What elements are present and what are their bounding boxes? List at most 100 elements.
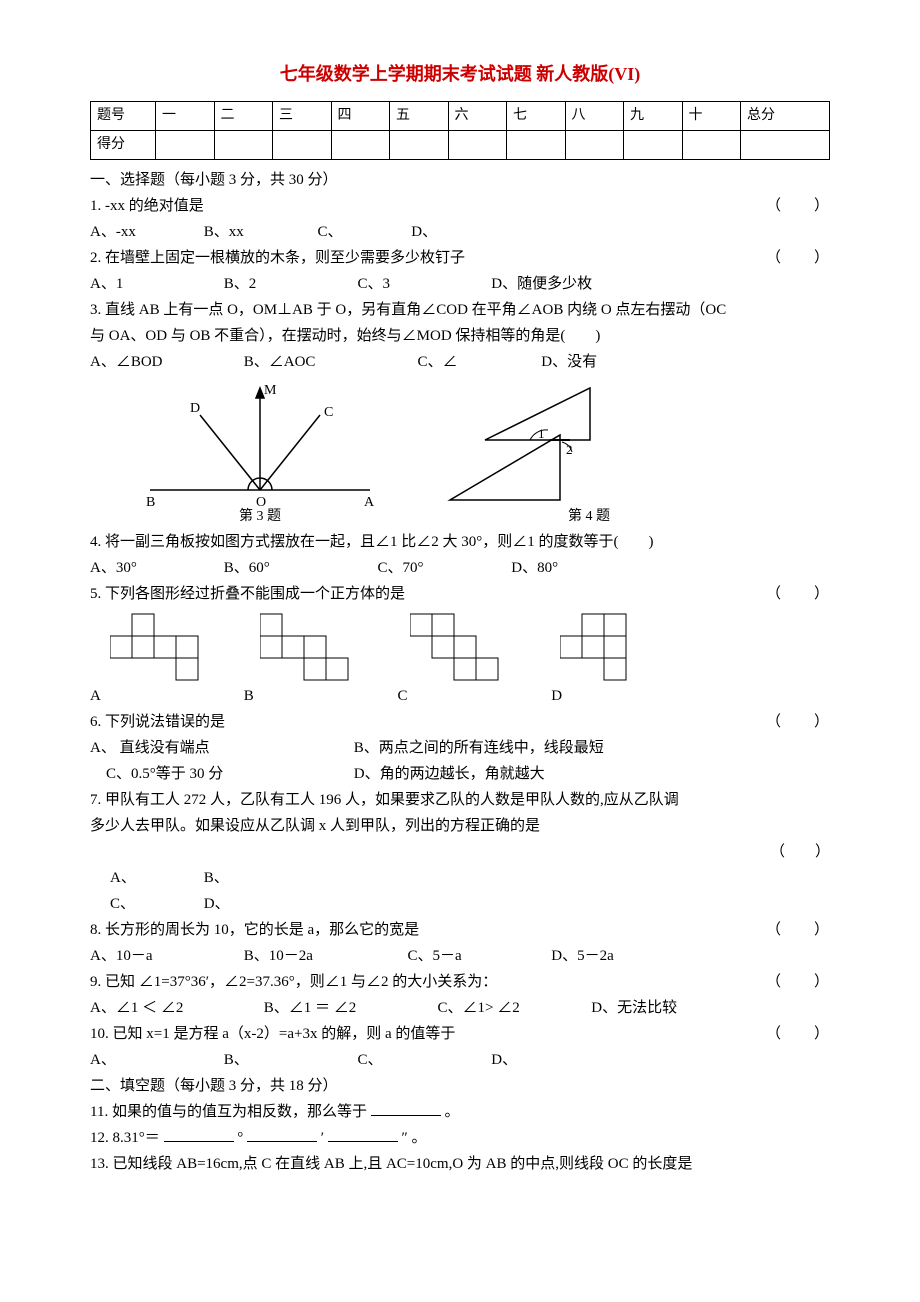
- q7-paren: （ ）: [90, 840, 830, 864]
- q2-opt-b: B、2: [224, 272, 354, 296]
- q9-opt-a: A、∠1 ＜ ∠2: [90, 996, 260, 1020]
- score-head-8: 八: [565, 101, 624, 130]
- q5-label-a: A: [90, 684, 240, 708]
- q10-opt-c: C、: [358, 1048, 488, 1072]
- q7-options-1: A、 B、: [90, 866, 830, 890]
- q7-opt-b: B、: [204, 866, 229, 890]
- score-head-3: 三: [273, 101, 332, 130]
- q7-line2: 多少人去甲队。如果设应从乙队调 x 人到甲队，列出的方程正确的是: [90, 814, 830, 838]
- q4-opt-c: C、70°: [378, 556, 508, 580]
- q3-opt-c: C、∠: [418, 350, 538, 374]
- q10-options: A、 B、 C、 D、: [90, 1048, 830, 1072]
- q2-paren: （ ）: [766, 246, 830, 270]
- q6-text: 6. 下列说法错误的是: [90, 714, 225, 730]
- score-head-5: 五: [390, 101, 449, 130]
- score-head-2: 二: [214, 101, 273, 130]
- q1-paren: （ ）: [766, 194, 830, 218]
- q4: 4. 将一副三角板按如图方式摆放在一起，且∠1 比∠2 大 30°，则∠1 的度…: [90, 530, 830, 554]
- q5-labels: A B C D: [90, 684, 830, 708]
- q9-paren: （ ）: [766, 970, 830, 994]
- score-head-7: 七: [507, 101, 566, 130]
- q12-blank-sec: [328, 1126, 398, 1142]
- q3-opt-a: A、∠BOD: [90, 350, 240, 374]
- q11: 11. 如果的值与的值互为相反数，那么等于 。: [90, 1100, 830, 1124]
- q1-opt-a: A、-xx: [90, 220, 200, 244]
- q10-paren: （ ）: [766, 1022, 830, 1046]
- q10-opt-a: A、: [90, 1048, 220, 1072]
- score-cell: [214, 130, 273, 159]
- q8-text: 8. 长方形的周长为 10，它的长是 a，那么它的宽是: [90, 922, 419, 938]
- angle-diagram-icon: M D C B O A: [130, 380, 390, 510]
- score-head-4: 四: [331, 101, 390, 130]
- q7-options-2: C、 D、: [90, 892, 830, 916]
- q10-opt-b: B、: [224, 1048, 354, 1072]
- q2-opt-a: A、1: [90, 272, 220, 296]
- score-cell: [507, 130, 566, 159]
- q9-text: 9. 已知 ∠1=37°36′，∠2=37.36°，则∠1 与∠2 的大小关系为…: [90, 974, 497, 990]
- score-head-6: 六: [448, 101, 507, 130]
- q5-text: 5. 下列各图形经过折叠不能围成一个正方体的是: [90, 586, 405, 602]
- score-head-1: 一: [156, 101, 215, 130]
- q8-opt-c: C、5－a: [408, 944, 548, 968]
- q6-row1: A、 直线没有端点 B、两点之间的所有连线中，线段最短: [90, 736, 830, 760]
- section-1-header: 一、选择题（每小题 3 分，共 30 分）: [90, 168, 830, 192]
- q3-options: A、∠BOD B、∠AOC C、∠ D、没有: [90, 350, 830, 374]
- q3-opt-b: B、∠AOC: [244, 350, 414, 374]
- q1-opt-b: B、xx: [204, 220, 314, 244]
- q4-opt-a: A、30°: [90, 556, 220, 580]
- q13: 13. 已知线段 AB=16cm,点 C 在直线 AB 上,且 AC=10cm,…: [90, 1152, 830, 1176]
- q8-paren: （ ）: [766, 918, 830, 942]
- q6-c: C、0.5°等于 30 分: [106, 762, 350, 786]
- score-head-10: 十: [682, 101, 741, 130]
- q1-opt-d: D、: [411, 220, 437, 244]
- q12: 12. 8.31°＝ ° ′ ″ 。: [90, 1126, 830, 1150]
- q5-label-c: C: [398, 684, 548, 708]
- q10-opt-d: D、: [491, 1048, 517, 1072]
- q6-row2: C、0.5°等于 30 分 D、角的两边越长，角就越大: [90, 762, 830, 786]
- q8: 8. 长方形的周长为 10，它的长是 a，那么它的宽是 （ ）: [90, 918, 830, 942]
- q9-opt-b: B、∠1 ＝ ∠2: [264, 996, 434, 1020]
- q11-blank: [371, 1100, 441, 1116]
- q1-opt-c: C、: [318, 220, 408, 244]
- q9-opt-d: D、无法比较: [591, 996, 677, 1020]
- net-d-icon: [560, 612, 670, 682]
- q4-text: 4. 将一副三角板按如图方式摆放在一起，且∠1 比∠2 大 30°，则∠1 的度…: [90, 534, 654, 550]
- q11-end: 。: [444, 1104, 459, 1120]
- q4-options: A、30° B、60° C、70° D、80°: [90, 556, 830, 580]
- score-head-9: 九: [624, 101, 683, 130]
- figure-4-caption: 第 4 题: [430, 506, 610, 528]
- score-cell: [331, 130, 390, 159]
- score-cell: [624, 130, 683, 159]
- q6-d: D、角的两边越长，角就越大: [354, 766, 545, 782]
- q12-pre: 12. 8.31°＝: [90, 1130, 160, 1146]
- q7-opt-a: A、: [110, 866, 200, 890]
- score-table: 题号 一 二 三 四 五 六 七 八 九 十 总分 得分: [90, 101, 830, 160]
- q4-opt-b: B、60°: [224, 556, 374, 580]
- q6-b: B、两点之间的所有连线中，线段最短: [354, 740, 604, 756]
- q2-options: A、1 B、2 C、3 D、随便多少枚: [90, 272, 830, 296]
- q2: 2. 在墙壁上固定一根横放的木条，则至少需要多少枚钉子 （ ）: [90, 246, 830, 270]
- net-c-icon: [410, 612, 520, 682]
- q10: 10. 已知 x=1 是方程 a（x‐2）=a+3x 的解，则 a 的值等于 （…: [90, 1022, 830, 1046]
- svg-text:B: B: [146, 495, 155, 510]
- svg-text:A: A: [364, 495, 375, 510]
- q6-a: A、 直线没有端点: [90, 736, 350, 760]
- section-2-header: 二、填空题（每小题 3 分，共 18 分）: [90, 1074, 830, 1098]
- q12-blank-min: [247, 1126, 317, 1142]
- cube-nets-row: [110, 612, 830, 682]
- q2-opt-d: D、随便多少枚: [491, 272, 592, 296]
- score-cell: [273, 130, 332, 159]
- q2-opt-c: C、3: [358, 272, 488, 296]
- svg-text:C: C: [324, 405, 333, 420]
- q3-line1: 3. 直线 AB 上有一点 O，OM⊥AB 于 O，另有直角∠COD 在平角∠A…: [90, 298, 830, 322]
- q5-paren: （ ）: [766, 582, 830, 606]
- q10-text: 10. 已知 x=1 是方程 a（x‐2）=a+3x 的解，则 a 的值等于: [90, 1026, 455, 1042]
- q7-opt-c: C、: [110, 892, 200, 916]
- score-cell: [741, 130, 830, 159]
- score-row-label: 得分: [91, 130, 156, 159]
- q1: 1. -xx 的绝对值是 （ ）: [90, 194, 830, 218]
- q7-line1: 7. 甲队有工人 272 人，乙队有工人 196 人，如果要求乙队的人数是甲队人…: [90, 788, 830, 812]
- q11-text: 11. 如果的值与的值互为相反数，那么等于: [90, 1104, 367, 1120]
- q12-sec: ″ 。: [402, 1130, 427, 1146]
- svg-text:M: M: [264, 383, 277, 398]
